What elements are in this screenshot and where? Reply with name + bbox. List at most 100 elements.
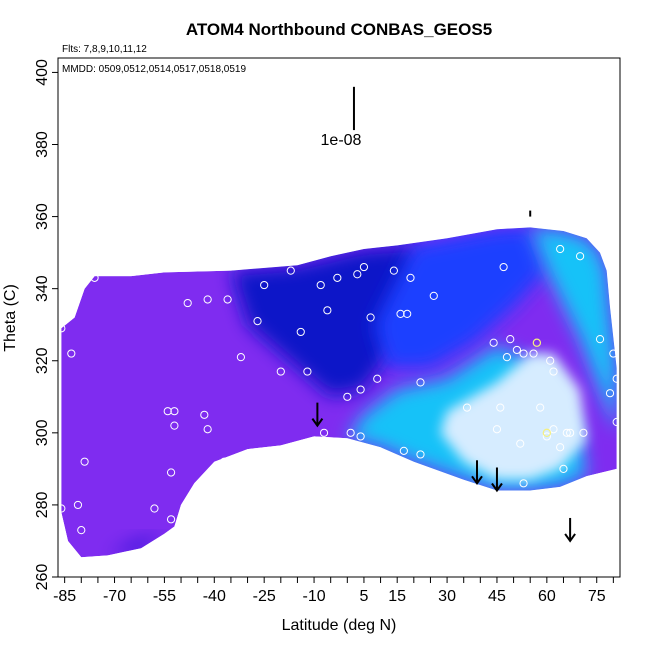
data-point — [166, 515, 176, 524]
data-point — [236, 353, 245, 362]
data-point — [612, 374, 620, 383]
data-point — [67, 349, 76, 358]
data-point — [203, 295, 212, 304]
field-region-dark_blue — [230, 245, 431, 397]
x-axis-label: Latitude (deg N) — [282, 617, 397, 634]
data-point — [73, 500, 83, 510]
data-point — [286, 266, 295, 275]
data-point-highlight — [542, 428, 552, 438]
x-tick-label: -85 — [53, 588, 76, 605]
y-tick-label: 260 — [34, 564, 51, 591]
data-point — [58, 324, 66, 333]
data-point — [605, 389, 615, 398]
data-point — [595, 234, 605, 243]
data-point — [559, 464, 568, 473]
data-point — [429, 291, 438, 300]
wind-arrow-head — [311, 418, 324, 428]
data-point — [506, 335, 515, 344]
x-tick-label: 75 — [588, 588, 606, 605]
wind-arrows — [311, 210, 576, 543]
field-region-pale — [440, 353, 587, 480]
data-point — [416, 378, 425, 387]
vector-key-label: 1e-08 — [321, 132, 362, 149]
data-point — [356, 385, 365, 394]
data-point — [595, 335, 605, 344]
data-point — [389, 266, 398, 275]
data-point — [220, 457, 229, 466]
y-tick-label: 380 — [34, 131, 51, 158]
data-point — [612, 417, 620, 427]
data-point — [80, 457, 89, 466]
wind-arrow-head — [564, 533, 576, 543]
y-tick-label: 280 — [34, 491, 51, 518]
data-point — [353, 270, 362, 279]
data-point — [492, 425, 502, 434]
data-point — [519, 479, 528, 488]
data-point — [489, 338, 498, 347]
observation-points — [58, 234, 620, 535]
data-point — [356, 432, 365, 441]
data-point — [150, 504, 159, 513]
data-point — [609, 349, 618, 358]
data-point — [416, 450, 425, 459]
plot-area — [58, 210, 620, 558]
data-point — [373, 374, 382, 383]
data-point — [303, 367, 312, 376]
field-region-dark_blue — [107, 533, 165, 556]
data-point — [170, 407, 179, 416]
y-axis-label: Theta (C) — [2, 284, 19, 352]
data-point — [502, 353, 512, 362]
data-point — [77, 526, 86, 535]
data-point — [58, 504, 66, 513]
data-point — [346, 428, 355, 437]
x-tick-label: -10 — [302, 588, 325, 605]
data-point — [536, 403, 545, 412]
x-tick-label: -40 — [203, 588, 226, 605]
y-tick-label: 360 — [34, 203, 51, 230]
data-point — [253, 317, 262, 326]
data-point — [163, 407, 172, 416]
data-point — [183, 298, 192, 308]
data-point — [575, 252, 585, 261]
x-tick-label: 45 — [488, 588, 506, 605]
data-point — [296, 327, 305, 337]
chart-title: ATOM4 Northbound CONBAS_GEOS5 — [186, 20, 492, 39]
data-point — [223, 295, 232, 304]
y-tick-label: 320 — [34, 347, 51, 374]
data-point — [519, 349, 528, 358]
x-tick-label: 30 — [438, 588, 456, 605]
data-point — [90, 273, 99, 282]
data-point — [556, 443, 565, 452]
y-tick-label: 400 — [34, 59, 51, 86]
data-point — [276, 367, 285, 376]
data-point — [562, 428, 571, 437]
data-point — [542, 432, 551, 441]
data-point — [496, 403, 505, 412]
data-point — [359, 262, 369, 272]
plot-frame — [57, 57, 621, 578]
y-tick-label: 340 — [34, 275, 51, 302]
dates-label: MMDD: 0509,0512,0514,0517,0518,0519 — [62, 64, 246, 75]
flights-label: Flts: 7,8,9,10,11,12 — [62, 44, 147, 55]
data-point — [366, 313, 375, 322]
data-point — [499, 262, 508, 272]
data-point — [323, 306, 332, 315]
wind-arrow-head — [491, 482, 503, 493]
data-point — [399, 446, 408, 455]
data-point — [319, 428, 329, 437]
x-tick-label: 15 — [388, 588, 406, 605]
wind-arrow-head — [471, 475, 483, 486]
data-point — [549, 425, 558, 434]
data-point — [529, 349, 538, 358]
data-point — [203, 425, 212, 434]
field-region-blue — [373, 227, 547, 368]
data-point — [316, 280, 325, 290]
data-point — [260, 280, 269, 290]
data-point — [516, 439, 525, 448]
data-point — [200, 410, 209, 419]
data-point — [549, 367, 558, 376]
data-point — [566, 428, 575, 437]
x-tick-label: 5 — [359, 588, 368, 605]
data-point — [170, 421, 179, 430]
